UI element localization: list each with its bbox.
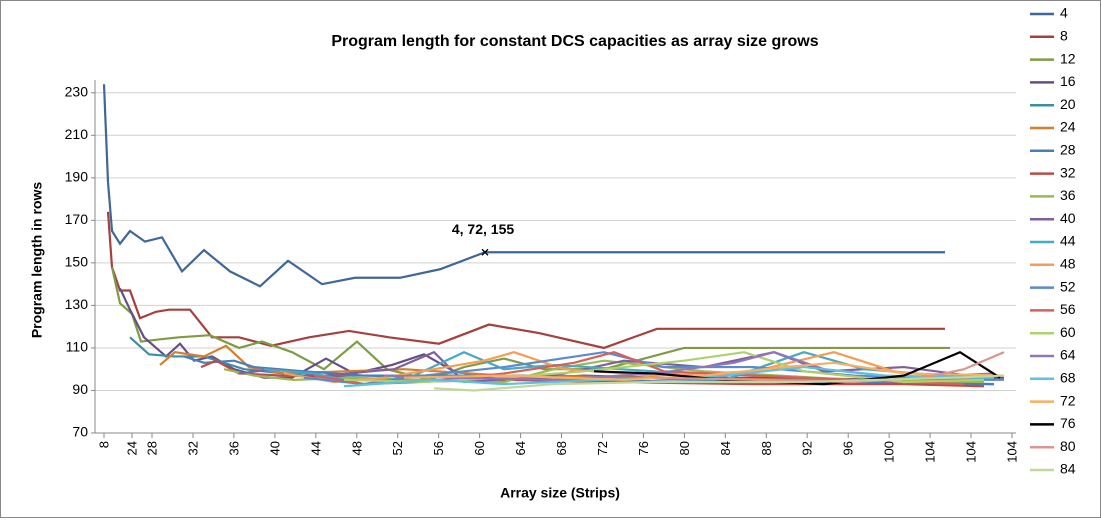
x-tick-label: 52: [390, 441, 405, 455]
series-line: [433, 374, 1005, 392]
legend-label: 28: [1060, 142, 1076, 158]
legend-label: 36: [1060, 187, 1076, 203]
annotation-marker: [481, 248, 489, 256]
x-tick-label: 72: [595, 441, 610, 455]
x-tick-label: 104: [923, 441, 938, 463]
x-tick-label: 24: [125, 441, 140, 455]
y-tick-label: 230: [65, 83, 89, 99]
y-tick-label: 110: [66, 339, 89, 355]
x-tick-label: 48: [349, 441, 364, 455]
x-tick-label: 104: [1005, 441, 1020, 463]
legend-label: 20: [1060, 96, 1076, 112]
legend-label: 48: [1060, 256, 1076, 272]
legend-label: 40: [1060, 210, 1076, 226]
y-axis-title: Program length in rows: [29, 182, 45, 339]
legend-label: 64: [1060, 347, 1076, 363]
y-tick-label: 210: [65, 126, 89, 142]
x-tick-label: 84: [718, 441, 733, 455]
legend-label: 32: [1060, 164, 1076, 180]
x-tick-label: 44: [308, 441, 323, 455]
y-tick-label: 130: [65, 296, 89, 312]
legend-label: 12: [1060, 50, 1076, 66]
x-tick-label: 80: [677, 441, 692, 455]
legend-label: 4: [1060, 5, 1068, 21]
x-tick-label: 32: [186, 441, 201, 455]
legend-label: 24: [1060, 119, 1076, 135]
x-tick-label: 28: [145, 441, 160, 455]
chart-title: Program length for constant DCS capaciti…: [331, 33, 818, 50]
series-line: [283, 351, 975, 384]
legend-label: 16: [1060, 73, 1076, 89]
y-tick-label: 90: [72, 381, 88, 397]
legend-label: 60: [1060, 324, 1076, 340]
series-line: [106, 211, 945, 350]
x-tick-label: 92: [800, 441, 815, 455]
x-tick-label: 8: [97, 441, 112, 448]
x-axis-title: Array size (Strips): [500, 485, 620, 501]
x-tick-label: 36: [226, 441, 241, 455]
x-tick-label: 64: [513, 441, 528, 455]
x-tick-label: 60: [472, 441, 487, 455]
series-line: [403, 361, 1005, 381]
legend-label: 80: [1060, 438, 1076, 454]
x-tick-label: 56: [431, 441, 446, 455]
x-tick-label: 88: [759, 441, 774, 455]
x-tick-label: 68: [554, 441, 569, 455]
y-tick-label: 190: [65, 169, 89, 185]
annotation-label: 4, 72, 155: [452, 221, 514, 237]
x-tick-label: 104: [964, 441, 979, 463]
x-tick-label: 100: [882, 441, 897, 463]
x-tick-label: 40: [267, 441, 282, 455]
y-tick-label: 70: [72, 424, 88, 440]
legend-label: 44: [1060, 233, 1076, 249]
legend-label: 56: [1060, 301, 1076, 317]
legend-label: 72: [1060, 392, 1076, 408]
legend-label: 68: [1060, 370, 1076, 386]
legend-label: 76: [1060, 415, 1076, 431]
x-tick-label: 76: [636, 441, 651, 455]
legend-label: 84: [1060, 461, 1076, 477]
legend-label: 52: [1060, 278, 1076, 294]
x-tick-label: 96: [841, 441, 856, 455]
series-line: [593, 350, 1001, 386]
y-tick-label: 150: [65, 254, 89, 270]
y-tick-label: 170: [65, 211, 89, 227]
legend-label: 8: [1060, 28, 1068, 44]
series-line: [102, 84, 945, 288]
series-line: [223, 359, 985, 384]
